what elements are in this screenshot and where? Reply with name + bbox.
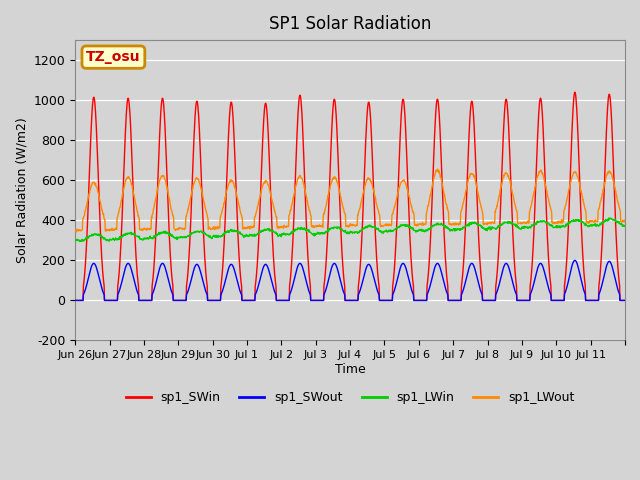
sp1_LWout — [621, 217, 628, 223]
sp1_LWout — [71, 227, 79, 233]
sp1_LWin — [480, 225, 488, 230]
sp1_LWout — [614, 201, 622, 206]
sp1_SWout — [325, 275, 333, 281]
sp1_SWout — [71, 298, 79, 303]
sp1_SWout — [560, 298, 568, 303]
sp1_LWout — [336, 190, 344, 196]
X-axis label: Time: Time — [335, 363, 365, 376]
sp1_LWin — [157, 230, 165, 236]
Text: TZ_osu: TZ_osu — [86, 50, 141, 64]
sp1_SWin — [614, 264, 621, 270]
sp1_SWout — [621, 298, 628, 303]
sp1_SWin — [621, 298, 628, 303]
sp1_LWout — [480, 221, 488, 227]
sp1_SWout — [157, 262, 165, 267]
sp1_SWout — [335, 274, 343, 279]
sp1_SWin — [479, 298, 487, 303]
sp1_SWout — [479, 298, 487, 303]
sp1_LWin — [605, 215, 612, 221]
sp1_LWin — [336, 225, 344, 230]
sp1_LWout — [72, 229, 80, 235]
sp1_LWout — [326, 188, 333, 194]
Legend: sp1_SWin, sp1_SWout, sp1_LWin, sp1_LWout: sp1_SWin, sp1_SWout, sp1_LWin, sp1_LWout — [120, 386, 580, 409]
sp1_LWout — [157, 173, 165, 179]
sp1_SWin — [157, 105, 165, 111]
sp1_SWin — [571, 89, 579, 95]
sp1_LWin — [614, 219, 622, 225]
sp1_SWin — [560, 298, 568, 303]
sp1_LWin — [621, 223, 628, 229]
sp1_SWin — [325, 198, 333, 204]
Y-axis label: Solar Radiation (W/m2): Solar Radiation (W/m2) — [15, 118, 28, 263]
sp1_SWin — [335, 189, 343, 195]
Line: sp1_SWin: sp1_SWin — [75, 92, 625, 300]
sp1_LWout — [434, 166, 442, 172]
Line: sp1_LWout: sp1_LWout — [75, 169, 625, 232]
sp1_SWout — [614, 287, 621, 292]
sp1_SWout — [571, 257, 579, 263]
sp1_LWin — [71, 237, 79, 243]
Line: sp1_SWout: sp1_SWout — [75, 260, 625, 300]
sp1_LWin — [326, 227, 333, 232]
sp1_LWin — [76, 239, 84, 244]
Title: SP1 Solar Radiation: SP1 Solar Radiation — [269, 15, 431, 33]
Line: sp1_LWin: sp1_LWin — [75, 218, 625, 241]
sp1_SWin — [71, 298, 79, 303]
sp1_LWout — [561, 206, 568, 212]
sp1_LWin — [560, 224, 568, 229]
